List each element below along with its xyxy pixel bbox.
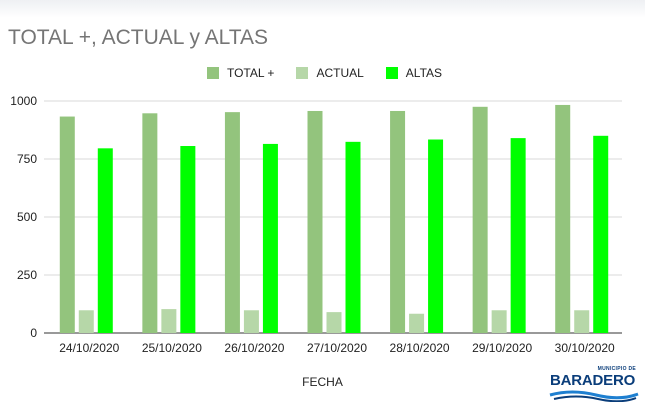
y-tick-label: 500 <box>17 210 37 224</box>
legend-item-total: TOTAL + <box>206 66 275 80</box>
bar-total <box>307 110 323 333</box>
logo-municipio-text: MUNICIPIO DE <box>597 366 636 372</box>
legend-item-actual: ACTUAL <box>296 66 364 80</box>
bar-actual <box>574 310 590 333</box>
y-tick-label: 750 <box>17 152 37 166</box>
bar-altas <box>180 146 196 333</box>
top-edge-strip <box>0 0 645 18</box>
baradero-logo: MUNICIPIO DE BARADERO <box>548 366 640 404</box>
logo-name-text: BARADERO <box>550 372 636 389</box>
legend-swatch-altas <box>385 67 398 79</box>
legend-swatch-actual <box>296 67 309 79</box>
x-tick-label: 29/10/2020 <box>472 341 532 355</box>
bar-altas <box>345 141 361 333</box>
bar-actual <box>78 310 94 333</box>
x-tick-label: 24/10/2020 <box>59 341 119 355</box>
x-axis-title: FECHA <box>302 375 343 389</box>
bar-altas <box>593 135 609 333</box>
bar-actual <box>409 313 425 333</box>
x-tick-label: 26/10/2020 <box>224 341 284 355</box>
legend-swatch-total <box>206 67 219 79</box>
legend-label-total: TOTAL + <box>226 66 275 80</box>
y-tick-label: 1000 <box>10 94 37 108</box>
bar-actual <box>243 310 259 333</box>
logo-wave-icon <box>549 390 639 402</box>
bar-actual <box>161 309 177 333</box>
bar-altas <box>262 143 278 333</box>
bar-altas <box>428 139 444 333</box>
bar-total <box>224 112 240 333</box>
x-tick-label: 25/10/2020 <box>142 341 202 355</box>
x-tick-label: 30/10/2020 <box>555 341 615 355</box>
legend-label-actual: ACTUAL <box>316 66 364 80</box>
y-tick-label: 0 <box>30 326 37 340</box>
y-tick-label: 250 <box>17 268 37 282</box>
chart-legend: TOTAL + ACTUAL ALTAS <box>0 63 645 83</box>
bar-altas <box>97 148 113 333</box>
x-tick-label: 27/10/2020 <box>307 341 367 355</box>
bar-total <box>142 113 158 334</box>
legend-item-altas: ALTAS <box>385 66 443 80</box>
x-tick-label: 28/10/2020 <box>390 341 450 355</box>
bar-total <box>472 106 488 333</box>
bar-total <box>555 104 571 333</box>
bar-total <box>59 116 75 333</box>
bar-altas <box>510 138 526 333</box>
chart-title: TOTAL +, ACTUAL y ALTAS <box>8 26 269 49</box>
bar-actual <box>326 312 342 333</box>
bar-actual <box>491 310 507 333</box>
bar-total <box>390 110 406 333</box>
legend-label-altas: ALTAS <box>405 66 443 80</box>
